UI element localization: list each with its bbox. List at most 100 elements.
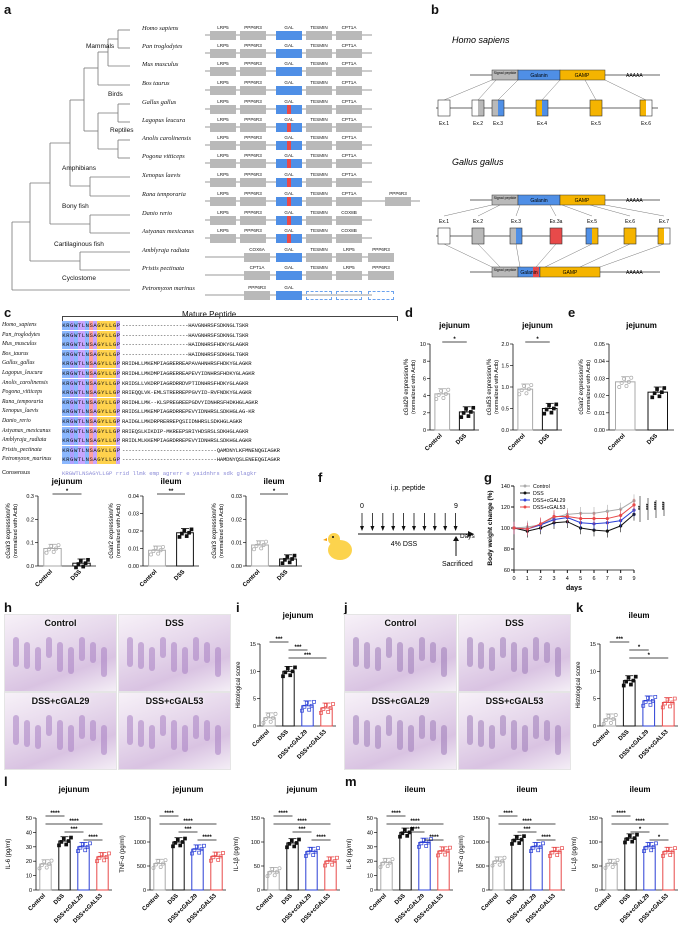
sig-label: *** <box>275 637 283 643</box>
data-point <box>661 854 665 858</box>
chart-title: jejunum <box>286 785 318 794</box>
villus-shape <box>215 725 221 755</box>
data-point <box>510 842 514 846</box>
data-point <box>609 720 613 725</box>
villus-shape <box>138 720 144 747</box>
y-tick-label: 120 <box>501 505 510 511</box>
histology-label: DSS <box>165 618 184 628</box>
gene-box-gal <box>276 141 302 150</box>
panel-a-synteny: Mammals Birds Reptiles Amphibians Bony fish C… <box>0 0 430 300</box>
gene-box-lrp5 <box>210 178 236 187</box>
data-point <box>648 702 653 707</box>
gene-box-lrp5 <box>210 67 236 76</box>
villus-shape <box>13 637 19 667</box>
villus-shape <box>430 642 436 663</box>
x-tick-label: DSS <box>281 893 294 906</box>
villus-shape <box>127 715 133 745</box>
gene-name-ppp6r3: PPP6R3 <box>244 172 262 177</box>
gene-name-tesmin: TESMIN <box>310 228 328 233</box>
gene-box-tesmin <box>306 86 332 95</box>
data-point <box>151 549 156 554</box>
map-line <box>561 204 593 217</box>
data-point <box>448 845 452 850</box>
gene-name-gal: GAL <box>284 191 294 196</box>
data-point <box>76 562 81 566</box>
exon-label: Ex.1 <box>439 219 449 225</box>
species-label: Danio rerio <box>142 210 173 217</box>
gene-name-cpt1a: CPT1A <box>341 61 357 66</box>
series-point <box>605 529 609 533</box>
villus-shape <box>79 715 85 739</box>
villus-shape <box>101 725 107 755</box>
map-line <box>599 243 665 268</box>
data-point <box>202 843 206 848</box>
map-line <box>604 204 665 217</box>
gene-name-tesmin: TESMIN <box>310 247 328 252</box>
gene-name-tesmin: TESMIN <box>310 43 328 48</box>
panel-h-histology: Control DSS DSS+cGAL29 DSS+cGAL53 <box>4 614 231 772</box>
gene-box-ppp6r3 <box>240 197 266 206</box>
data-point <box>86 557 90 562</box>
panel-label-i: i <box>236 600 240 615</box>
data-point <box>161 861 166 866</box>
data-point <box>256 540 261 545</box>
y-tick-label: 0 <box>482 888 485 894</box>
data-point <box>285 554 290 559</box>
clade-label-amphibians: Amphibians <box>62 165 96 172</box>
gallus-gamp-label: GAMP <box>575 198 590 204</box>
gene-box-gal <box>276 291 302 300</box>
gene-name-gal: GAL <box>284 117 294 122</box>
data-point <box>102 858 107 863</box>
alignment-species: Pristis_pectinata <box>2 446 42 453</box>
gene-name-ppp6r3: PPP6R3 <box>244 228 262 233</box>
data-point <box>490 863 495 868</box>
data-point <box>464 406 468 411</box>
data-point <box>288 673 293 678</box>
missing-gene-box <box>368 291 394 300</box>
y-tick-label: 0 <box>595 888 598 894</box>
exon-fill <box>516 228 522 244</box>
homo-exon-5: Ex.5 <box>584 79 603 127</box>
injection-arrowhead <box>432 526 437 531</box>
villus-shape <box>160 637 166 658</box>
mature-peptide-title: Mature Peptide <box>182 310 237 319</box>
y-tick-label: 140 <box>501 484 510 490</box>
data-point <box>54 546 59 551</box>
bar <box>267 871 280 891</box>
data-point <box>604 717 609 722</box>
data-point <box>304 700 309 705</box>
data-point <box>39 862 44 867</box>
series-point <box>605 516 609 521</box>
villus-shape <box>79 637 85 661</box>
villus-shape <box>90 642 96 663</box>
clade-label-reptiles: Reptiles <box>110 127 134 134</box>
exon-fill <box>586 228 592 244</box>
data-point <box>438 850 443 854</box>
panel-label-j: j <box>344 600 348 615</box>
data-point <box>261 543 266 547</box>
gene-name-ppp6r3: PPP6R3 <box>244 153 262 158</box>
injection-arrowhead <box>401 526 406 531</box>
bar <box>210 855 223 891</box>
gene-name-gal: GAL <box>284 210 294 215</box>
data-point <box>549 410 554 415</box>
gene-box-tesmin <box>306 49 332 58</box>
data-point <box>436 392 441 397</box>
gene-box-ppp6r3 <box>240 141 266 150</box>
y-axis-label: cGal29 expression/% <box>404 358 410 415</box>
gene-name-gal: GAL <box>284 285 294 290</box>
data-point <box>252 547 256 552</box>
series-point <box>592 528 596 532</box>
x-tick-label: Control <box>481 893 501 913</box>
y-axis-label: cGalr2 expression/% <box>109 503 115 559</box>
data-point <box>670 849 675 854</box>
data-point <box>187 530 191 535</box>
panel-label-g: g <box>484 470 492 485</box>
homo-polya: AAAAA <box>626 73 643 79</box>
alignment-species: Rana_temporaria <box>2 398 44 405</box>
data-point <box>283 670 288 675</box>
data-point <box>410 827 414 831</box>
alignment-species: Lagopus_leucura <box>2 370 43 376</box>
data-point <box>613 861 618 866</box>
y-tick-label: 2.0 <box>501 342 509 348</box>
